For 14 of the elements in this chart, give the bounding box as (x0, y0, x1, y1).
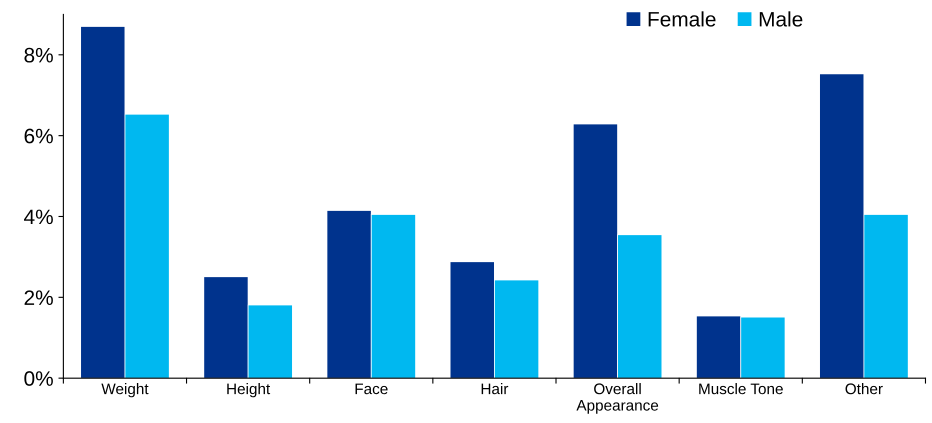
x-tick-label: Height (227, 383, 270, 398)
legend-label: Male (760, 11, 802, 27)
x-tick-label: Weight (101, 383, 148, 398)
y-tick-label: 8% (24, 48, 53, 63)
y-tick-label: 2% (24, 290, 53, 305)
x-tick-label: Face (356, 384, 388, 394)
x-tick-label: Other (846, 383, 883, 394)
y-tick-label: 6% (24, 128, 53, 144)
y-tick-label: 4% (24, 210, 53, 224)
legend-label: Female (648, 11, 716, 27)
x-tick-label: Muscle Tone (699, 383, 783, 394)
y-tick-label: 0% (24, 371, 53, 386)
x-tick-label: Hair (482, 383, 508, 394)
x-tick-label: Overall Appearance (576, 383, 658, 414)
